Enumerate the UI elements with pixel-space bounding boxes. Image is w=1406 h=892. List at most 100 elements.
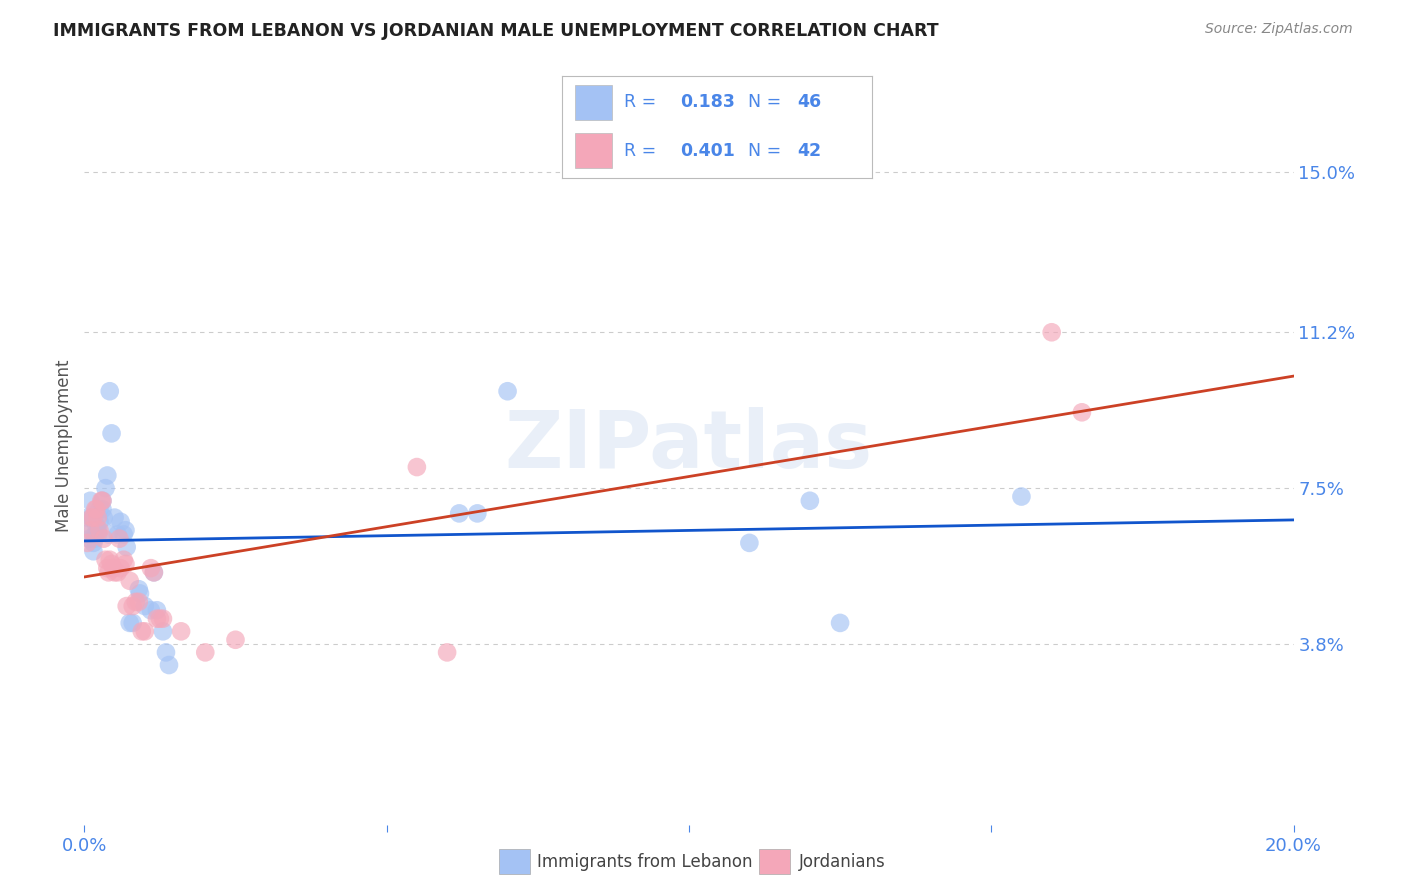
Point <box>89 502 111 516</box>
Point <box>142 566 165 580</box>
Text: ZIPatlas: ZIPatlas <box>505 407 873 485</box>
Point <box>114 523 136 537</box>
Point <box>87 527 110 541</box>
Point <box>170 624 193 639</box>
Point <box>121 599 143 613</box>
Point <box>496 384 519 399</box>
Text: Jordanians: Jordanians <box>799 853 886 871</box>
FancyBboxPatch shape <box>575 85 612 120</box>
Point <box>89 515 111 529</box>
Point <box>194 645 217 659</box>
Point <box>100 557 122 571</box>
Point <box>76 510 98 524</box>
Point <box>82 536 104 550</box>
Point <box>83 532 105 546</box>
Point <box>128 582 150 597</box>
Point <box>1011 490 1033 504</box>
Text: Immigrants from Lebanon: Immigrants from Lebanon <box>537 853 752 871</box>
Point <box>114 557 136 571</box>
Point <box>146 603 169 617</box>
Point <box>118 615 141 630</box>
Point <box>128 595 150 609</box>
Point <box>97 566 120 580</box>
Y-axis label: Male Unemployment: Male Unemployment <box>55 359 73 533</box>
Point <box>149 612 172 626</box>
Point <box>139 561 162 575</box>
Point <box>449 507 471 521</box>
Text: 0.401: 0.401 <box>681 142 735 160</box>
Point <box>406 460 429 475</box>
Point <box>100 426 122 441</box>
Point <box>467 507 489 521</box>
Point <box>86 519 108 533</box>
Point <box>93 532 115 546</box>
Point <box>152 624 174 639</box>
Text: IMMIGRANTS FROM LEBANON VS JORDANIAN MALE UNEMPLOYMENT CORRELATION CHART: IMMIGRANTS FROM LEBANON VS JORDANIAN MAL… <box>53 22 939 40</box>
Point <box>436 645 458 659</box>
Point <box>125 595 148 609</box>
Point <box>91 493 114 508</box>
Point <box>157 658 180 673</box>
Point <box>82 544 104 558</box>
Point <box>110 515 132 529</box>
Point <box>96 561 118 575</box>
Point <box>103 561 125 575</box>
Point <box>84 502 107 516</box>
Point <box>104 510 127 524</box>
Point <box>738 536 761 550</box>
Point <box>115 540 138 554</box>
Point <box>79 493 101 508</box>
Point <box>80 510 103 524</box>
Point <box>139 603 162 617</box>
Point <box>90 493 112 508</box>
Point <box>96 468 118 483</box>
Point <box>91 493 114 508</box>
Point <box>134 624 156 639</box>
Point <box>142 566 165 580</box>
Point <box>225 632 247 647</box>
Point <box>86 523 108 537</box>
FancyBboxPatch shape <box>575 133 612 168</box>
Point <box>112 527 135 541</box>
Point <box>82 510 104 524</box>
Text: N =: N = <box>748 94 787 112</box>
Point <box>89 523 111 537</box>
Point <box>104 566 127 580</box>
Point <box>84 527 107 541</box>
Point <box>82 523 104 537</box>
Point <box>80 510 103 524</box>
Point <box>110 561 132 575</box>
Point <box>76 536 98 550</box>
Text: R =: R = <box>624 142 662 160</box>
Text: N =: N = <box>748 142 787 160</box>
Point <box>1071 405 1094 419</box>
Text: Source: ZipAtlas.com: Source: ZipAtlas.com <box>1205 22 1353 37</box>
Point <box>107 566 129 580</box>
Point <box>93 510 115 524</box>
Point <box>799 493 821 508</box>
Point <box>86 502 108 516</box>
Text: 46: 46 <box>797 94 821 112</box>
Point <box>115 599 138 613</box>
Point <box>830 615 852 630</box>
Point <box>146 612 169 626</box>
Point <box>118 574 141 588</box>
Text: 0.183: 0.183 <box>681 94 735 112</box>
Point <box>86 510 108 524</box>
Point <box>129 586 152 600</box>
Point <box>152 612 174 626</box>
Point <box>112 552 135 567</box>
Point <box>91 502 114 516</box>
Point <box>97 527 120 541</box>
Point <box>107 527 129 541</box>
Point <box>77 532 100 546</box>
Point <box>1040 325 1063 339</box>
Point <box>98 384 121 399</box>
Text: R =: R = <box>624 94 662 112</box>
Point <box>134 599 156 613</box>
Point <box>94 481 117 495</box>
Point <box>131 624 153 639</box>
Text: 42: 42 <box>797 142 821 160</box>
Point <box>121 615 143 630</box>
Point <box>108 532 131 546</box>
